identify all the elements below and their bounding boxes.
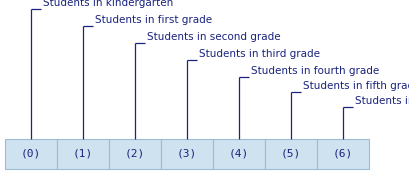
Text: Students in fourth grade: Students in fourth grade: [250, 66, 378, 76]
Text: Students in kindergarten: Students in kindergarten: [43, 0, 173, 8]
Bar: [5, 139, 57, 169]
Bar: [161, 139, 213, 169]
Text: (0): (0): [21, 149, 41, 159]
Text: (5): (5): [280, 149, 300, 159]
Text: (1): (1): [73, 149, 93, 159]
Text: Students in sixth grade: Students in sixth grade: [354, 96, 409, 106]
Text: Students in first grade: Students in first grade: [95, 15, 211, 25]
Text: Students in second grade: Students in second grade: [147, 32, 280, 42]
Text: (2): (2): [125, 149, 145, 159]
Text: (6): (6): [332, 149, 352, 159]
Bar: [213, 139, 264, 169]
Text: Students in fifth grade: Students in fifth grade: [302, 81, 409, 91]
Bar: [109, 139, 161, 169]
Text: Students in third grade: Students in third grade: [198, 49, 319, 59]
Text: (4): (4): [228, 149, 249, 159]
Bar: [57, 139, 109, 169]
Text: (3): (3): [176, 149, 197, 159]
Bar: [316, 139, 368, 169]
Bar: [264, 139, 316, 169]
